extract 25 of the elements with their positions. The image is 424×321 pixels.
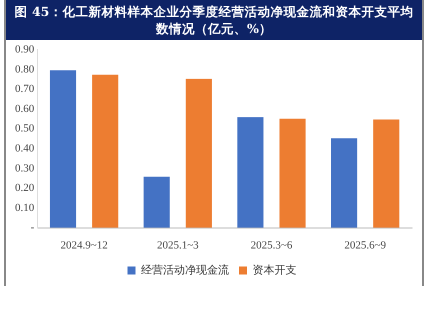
chart-title: 图 45：化工新材料样本企业分季度经营活动净现金流和资本开支平均数情况（亿元、%） (6, 0, 422, 40)
legend-label: 经营活动净现金流 (141, 264, 229, 277)
bar (279, 118, 306, 228)
bar (373, 119, 400, 228)
bar (186, 78, 212, 228)
x-tick-label: 2025.6~9 (344, 239, 387, 252)
x-tick-label: 2024.9~12 (60, 239, 108, 252)
y-tick-label: 0.50 (15, 122, 35, 135)
y-tick-label: 0.80 (15, 63, 35, 76)
x-tick-label: 2025.3~6 (250, 239, 293, 252)
x-tick-label: 2025.1~3 (156, 239, 200, 252)
y-tick-label: 0.40 (15, 142, 35, 154)
y-tick-label: 0.60 (15, 102, 35, 115)
y-tick-label: 0.10 (15, 202, 35, 214)
bar (144, 176, 170, 228)
bar (331, 138, 358, 228)
bar (92, 74, 118, 228)
legend-label: 资本开支 (252, 264, 296, 277)
y-tick-label: 0.20 (15, 182, 35, 194)
bar (237, 117, 264, 228)
y-tick-label: 0.90 (15, 43, 35, 56)
y-tick-label: 0.30 (15, 162, 35, 174)
y-tick-label: 0.70 (15, 83, 35, 96)
bar (50, 70, 76, 228)
y-tick-label: - (30, 222, 35, 234)
